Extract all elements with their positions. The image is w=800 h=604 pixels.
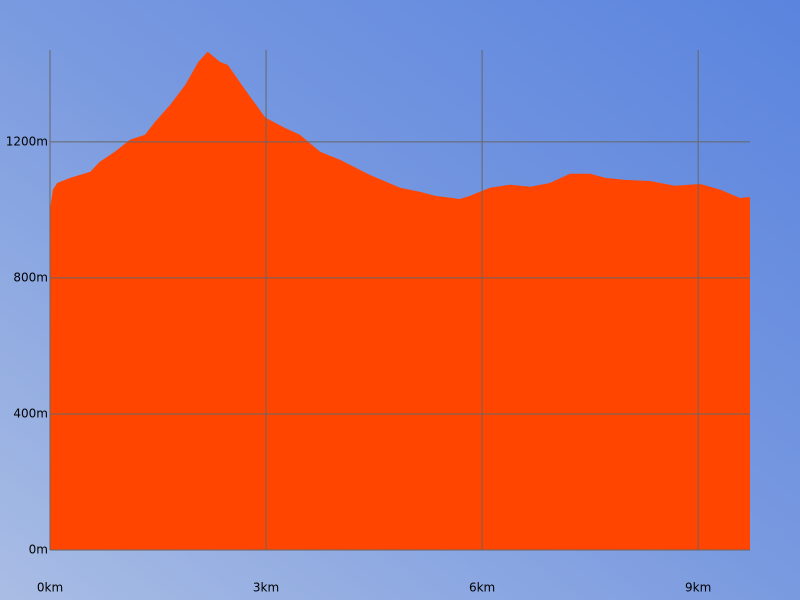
y-tick-label: 0m (29, 543, 48, 557)
x-tick-label: 0km (37, 581, 63, 595)
x-tick-label: 6km (469, 581, 495, 595)
elevation-area (50, 51, 750, 550)
y-tick-label: 1200m (6, 134, 48, 148)
y-tick-label: 800m (13, 270, 48, 284)
y-tick-label: 400m (13, 406, 48, 420)
x-tick-label: 3km (253, 581, 279, 595)
x-tick-label: 9km (685, 581, 711, 595)
